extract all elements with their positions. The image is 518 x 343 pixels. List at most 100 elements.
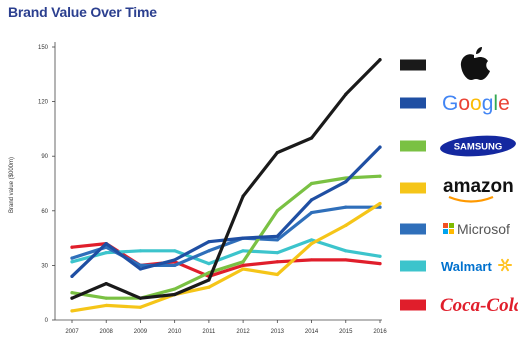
data-point-walmart	[275, 251, 279, 255]
data-point-apple	[207, 278, 211, 282]
data-point-apple	[173, 292, 177, 297]
legend-swatch-coca-cola	[400, 299, 426, 311]
data-point-apple	[378, 58, 382, 62]
data-point-amazon	[241, 267, 245, 271]
x-tick-label: 2010	[168, 329, 182, 335]
series-line-samsung	[70, 174, 382, 300]
y-tick-label: 0	[45, 318, 49, 324]
data-point-coca-cola	[309, 258, 314, 262]
ms-square-yellow	[449, 229, 454, 234]
data-point-amazon	[275, 272, 279, 277]
data-point-google	[70, 274, 74, 278]
y-tick-label: 60	[41, 209, 48, 215]
legend-item-walmart: Walmart	[400, 258, 512, 274]
data-point-walmart	[207, 261, 211, 266]
x-tick-label: 2015	[339, 329, 353, 335]
amazon-wordmark: amazon	[443, 176, 514, 197]
data-point-google	[104, 241, 108, 246]
data-point-google	[138, 267, 143, 271]
legend-swatch-samsung	[400, 140, 426, 152]
data-point-google	[275, 234, 279, 238]
y-tick-label: 30	[41, 263, 48, 269]
google-logo: Google	[442, 92, 510, 115]
x-tick-label: 2012	[236, 329, 250, 335]
data-point-amazon	[344, 223, 348, 227]
data-point-apple	[344, 92, 348, 96]
y-tick-label: 150	[38, 45, 49, 51]
x-tick-label: 2014	[305, 329, 319, 335]
data-point-microsoft	[70, 256, 74, 260]
x-tick-label: 2007	[65, 329, 79, 335]
data-point-microsoft	[138, 263, 143, 267]
data-point-microsoft	[173, 263, 177, 267]
data-point-apple	[70, 296, 74, 300]
axes: 0 30 60 90 120 150 2007 2008 2009 2010 2011 2012 201…	[38, 42, 387, 335]
series-line-apple	[70, 58, 382, 300]
data-point-walmart	[70, 260, 74, 264]
data-point-samsung	[207, 271, 211, 275]
data-point-google	[309, 198, 314, 202]
legend-swatch-apple	[400, 59, 426, 71]
data-point-samsung	[173, 287, 177, 291]
data-point-walmart	[138, 249, 143, 253]
amazon-logo: amazon	[443, 176, 514, 203]
data-point-apple	[309, 136, 314, 140]
data-point-amazon	[70, 309, 74, 313]
data-point-apple	[104, 282, 108, 286]
data-point-google	[207, 240, 211, 244]
walmart-logo: Walmart	[441, 258, 512, 274]
x-tick-label: 2011	[202, 329, 216, 335]
walmart-spark	[501, 258, 505, 265]
series-line-amazon	[70, 201, 382, 313]
legend-item-amazon: amazon	[400, 176, 514, 203]
y-tick-label: 90	[41, 154, 48, 160]
y-axis-label: Brand value ($000m)	[9, 157, 15, 213]
legend-swatch-walmart	[400, 260, 426, 272]
data-point-microsoft	[344, 205, 348, 209]
data-point-coca-cola	[70, 245, 74, 249]
y-tick-label: 120	[38, 100, 49, 106]
legend-swatch-amazon	[400, 182, 426, 194]
data-point-walmart	[241, 249, 245, 253]
data-point-samsung	[309, 181, 314, 186]
apple-logo	[460, 47, 490, 80]
x-tick-label: 2008	[100, 329, 114, 335]
data-point-microsoft	[309, 211, 314, 215]
apple-leaf	[476, 47, 482, 54]
samsung-wordmark: SAMSUNG	[454, 142, 503, 153]
data-point-walmart	[173, 249, 177, 253]
walmart-spark	[505, 258, 509, 265]
data-point-walmart	[104, 251, 108, 255]
legend-item-google: Google	[400, 92, 510, 115]
x-tick-label: 2013	[271, 329, 285, 335]
apple-shape	[460, 54, 490, 80]
ms-square-blue	[443, 229, 448, 234]
coca-cola-wordmark: Coca-Cola	[440, 295, 518, 316]
data-point-amazon	[138, 305, 143, 309]
legend-item-coca-cola: Coca-Cola	[400, 295, 518, 316]
data-point-apple	[275, 150, 279, 155]
y-axis-label-group: Brand value ($000m)	[9, 157, 15, 213]
samsung-oval	[440, 135, 516, 157]
data-point-walmart	[309, 238, 314, 242]
legend-item-samsung: SAMSUNG	[400, 135, 516, 157]
microsoft-wordmark: Microsof	[457, 221, 510, 237]
series-lines	[70, 58, 382, 313]
data-point-walmart	[344, 249, 348, 253]
data-point-coca-cola	[344, 258, 348, 262]
data-point-google	[378, 145, 382, 149]
data-point-amazon	[309, 241, 314, 246]
legend-item-apple	[400, 47, 490, 80]
series-line-walmart	[70, 238, 382, 266]
walmart-spark	[501, 265, 505, 272]
data-point-coca-cola	[241, 263, 245, 267]
data-point-amazon	[207, 285, 211, 289]
data-point-microsoft	[207, 249, 211, 253]
legend-swatch-microsoft	[400, 223, 426, 235]
data-point-google	[241, 236, 245, 240]
chart-title: Brand Value Over Time	[8, 4, 157, 20]
legend-item-microsoft: Microsof	[400, 221, 510, 237]
ms-square-red	[443, 223, 448, 228]
walmart-wordmark: Walmart	[441, 259, 492, 274]
data-point-microsoft	[275, 238, 279, 242]
